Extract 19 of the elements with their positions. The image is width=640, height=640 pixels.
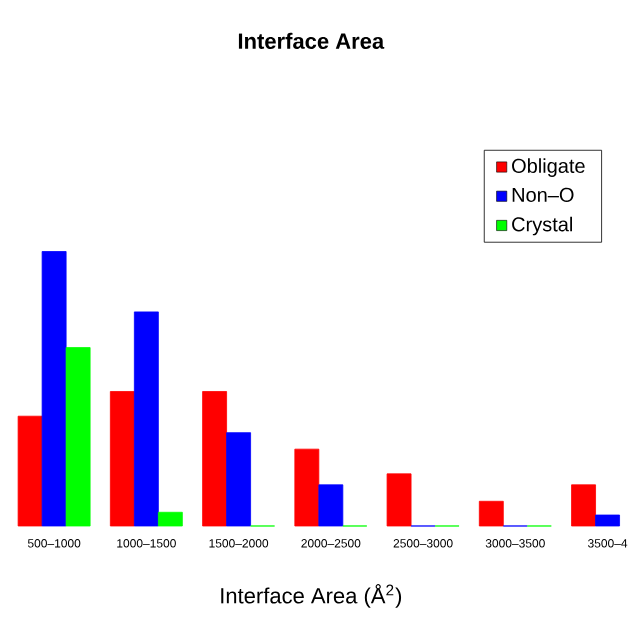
x-axis-title: Interface Area (Å$^{2}$): [221, 584, 402, 608]
legend-label: Crystal: [512, 216, 572, 236]
bar: [386, 473, 412, 527]
bar: [109, 391, 135, 527]
bar: [157, 511, 183, 527]
bar: [202, 391, 227, 527]
bar: [294, 448, 320, 527]
bar: [595, 514, 620, 527]
legend-label: Obligate: [512, 158, 585, 177]
legend-label: Non–O: [512, 187, 574, 202]
bar: [478, 500, 504, 527]
bar: [318, 484, 344, 527]
bar: [133, 311, 159, 527]
bar: [65, 347, 91, 527]
bar: [571, 484, 596, 527]
bar: [226, 432, 251, 527]
bar: [17, 415, 43, 527]
bar: [41, 251, 67, 527]
chart-title: Interface Area: [238, 32, 385, 49]
